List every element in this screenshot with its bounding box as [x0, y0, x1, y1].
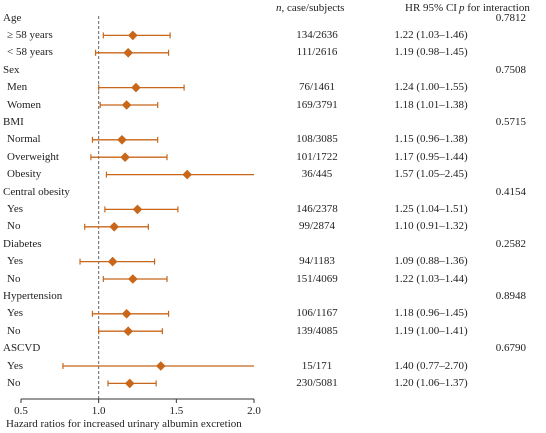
hr-ci-value: 1.09 (0.88–1.36)	[394, 255, 468, 268]
case-subjects-value: 169/3791	[296, 98, 338, 111]
hr-point-marker	[132, 204, 143, 215]
case-subjects-value: 139/4085	[296, 324, 338, 337]
group-label: Sex	[3, 63, 20, 76]
hr-ci-value: 1.15 (0.96–1.38)	[394, 133, 468, 146]
hr-ci-value: 1.22 (1.03–1.46)	[394, 28, 468, 41]
subgroup-label: Obesity	[7, 168, 42, 181]
subgroup-label: Yes	[7, 202, 24, 215]
case-subjects-value: 94/1183	[299, 255, 335, 268]
case-subjects-value: 146/2378	[296, 202, 338, 215]
p-interaction-value: 0.6790	[495, 342, 526, 355]
hr-ci-value: 1.20 (1.06–1.37)	[394, 376, 468, 389]
hr-point-marker	[124, 378, 135, 389]
hr-point-marker	[117, 135, 127, 145]
header-hr-ci: HR 95% CI	[405, 2, 457, 14]
header-p-interaction: p for interaction	[459, 2, 530, 14]
case-subjects-value: 15/171	[301, 359, 333, 372]
subgroup-label: No	[7, 220, 21, 233]
subgroup-label: No	[7, 376, 21, 389]
hr-point-marker	[109, 222, 119, 232]
p-interaction-value: 0.7812	[495, 11, 526, 24]
hr-ci-value: 1.18 (1.01–1.38)	[394, 98, 468, 111]
hr-ci-value: 1.57 (1.05–2.45)	[394, 168, 468, 181]
group-label: Central obesity	[3, 185, 70, 198]
group-label: Hypertension	[3, 289, 63, 302]
subgroup-label: Yes	[7, 359, 24, 372]
case-subjects-value: 230/5081	[296, 376, 338, 389]
hr-ci-value: 1.24 (1.00–1.55)	[394, 81, 468, 94]
hr-point-marker	[123, 326, 133, 336]
hr-ci-value: 1.40 (0.77–2.70)	[394, 359, 468, 372]
subgroup-label: No	[7, 272, 21, 285]
subgroup-label: Women	[7, 98, 41, 111]
case-subjects-value: 76/1461	[298, 81, 336, 94]
hr-point-marker	[120, 152, 130, 162]
subgroup-label: Yes	[7, 255, 24, 268]
p-interaction-value: 0.2582	[495, 237, 526, 250]
p-interaction-value: 0.5715	[495, 115, 526, 128]
p-interaction-value: 0.7508	[495, 63, 526, 76]
case-subjects-value: 36/445	[301, 168, 333, 181]
hr-point-marker	[128, 30, 138, 41]
x-tick-label: 2.0	[247, 405, 261, 417]
hr-point-marker	[121, 100, 132, 110]
hr-point-marker	[123, 48, 133, 58]
hr-point-marker	[182, 169, 193, 180]
x-tick-label: 1.0	[92, 405, 106, 417]
subgroup-label: Normal	[7, 133, 41, 146]
x-tick-label: 1.5	[169, 405, 183, 417]
subgroup-label: < 58 years	[7, 46, 53, 59]
case-subjects-value: 151/4069	[296, 272, 338, 285]
case-subjects-value: 108/3085	[296, 133, 338, 146]
case-subjects-value: 111/2616	[296, 46, 338, 59]
hr-point-marker	[121, 309, 132, 319]
hr-ci-value: 1.25 (1.04–1.51)	[394, 202, 468, 215]
group-label: ASCVD	[3, 342, 41, 355]
hr-point-marker	[128, 274, 138, 284]
hr-ci-value: 1.10 (0.91–1.32)	[394, 220, 468, 233]
hr-ci-value: 1.17 (0.95–1.44)	[394, 150, 468, 163]
case-subjects-value: 106/1167	[296, 307, 338, 320]
hr-ci-value: 1.22 (1.03–1.44)	[394, 272, 468, 285]
group-label: Age	[3, 11, 22, 24]
hr-ci-value: 1.18 (0.96–1.45)	[394, 307, 468, 320]
group-label: Diabetes	[3, 237, 42, 250]
subgroup-label: ≥ 58 years	[7, 28, 53, 41]
hr-point-marker	[131, 82, 141, 93]
x-axis-title: Hazard ratios for increased urinary albu…	[6, 418, 242, 430]
case-subjects-value: 134/2636	[296, 28, 338, 41]
case-subjects-value: 101/1722	[296, 150, 338, 163]
x-tick-label: 0.5	[14, 405, 28, 417]
subgroup-label: Overweight	[7, 150, 59, 163]
p-interaction-value: 0.4154	[495, 185, 526, 198]
subgroup-label: Yes	[7, 307, 24, 320]
hr-ci-value: 1.19 (0.98–1.45)	[394, 46, 468, 59]
p-interaction-value: 0.8948	[495, 289, 526, 302]
case-subjects-value: 99/2874	[298, 220, 336, 233]
subgroup-label: No	[7, 324, 21, 337]
group-label: BMI	[3, 115, 24, 128]
hr-point-marker	[156, 361, 166, 371]
hr-ci-value: 1.19 (1.00–1.41)	[394, 324, 468, 337]
header-n-case-subjects: n, case/subjects	[276, 2, 345, 14]
hr-point-marker	[107, 256, 118, 267]
subgroup-label: Men	[7, 81, 28, 94]
